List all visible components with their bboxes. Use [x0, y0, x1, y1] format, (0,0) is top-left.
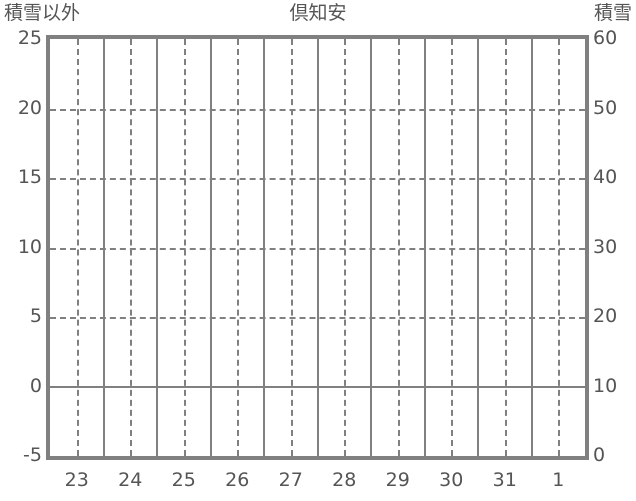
axis-tick-minor [130, 39, 133, 45]
left-axis-title: 積雪以外 [4, 2, 81, 24]
axis-tick-major [477, 447, 479, 456]
axis-tick-major [530, 39, 533, 48]
x-axis-tick-label: 28 [332, 469, 357, 491]
y-axis-right-tick-label: 60 [593, 27, 618, 49]
axis-tick-minor [76, 450, 79, 456]
axis-tick-major [316, 39, 319, 48]
axis-tick-minor [290, 450, 293, 456]
axis-tick-major [423, 447, 426, 456]
y-axis-right-tick-label: 50 [593, 96, 618, 119]
y-axis-left-tick-label: 25 [17, 27, 42, 49]
axis-tick-major [156, 39, 158, 48]
axis-tick-minor [76, 39, 79, 45]
axis-tick-major [263, 447, 265, 456]
axis-tick-major [209, 39, 212, 48]
axis-tick-minor [451, 39, 454, 45]
axis-tick-major [263, 39, 265, 48]
x-axis-tick-label: 29 [385, 469, 410, 491]
axis-tick-minor [183, 39, 186, 45]
y-axis-right-tick-label: 20 [593, 305, 618, 327]
axis-tick-minor [451, 450, 454, 456]
y-axis-right-tick-label: 0 [593, 444, 606, 466]
x-axis-tick-label: 26 [225, 469, 250, 491]
x-axis-tick-label: 30 [439, 469, 464, 491]
axis-tick-major [156, 447, 158, 456]
axis-tick-major [209, 447, 212, 456]
y-axis-right: 60 50 40 30 20 10 0 [593, 0, 636, 501]
axis-tick-major [530, 447, 533, 456]
chart-header: 積雪以外 倶知安 積雪 [0, 0, 636, 27]
axis-tick-minor [237, 39, 240, 45]
axis-tick-major [316, 447, 319, 456]
axis-tick-minor [344, 450, 347, 456]
y-axis-right-tick-label: 30 [593, 235, 618, 258]
axis-tick-minor [558, 450, 561, 456]
axis-tick-minor [290, 39, 293, 45]
chart-title: 倶知安 [289, 2, 347, 24]
plot-area [46, 35, 589, 460]
axis-tick-minor [558, 39, 561, 45]
axis-tick-minor [397, 39, 400, 45]
axis-tick-major [102, 39, 105, 48]
y-axis-left-tick-label: 15 [17, 166, 42, 188]
x-axis-tick-label: 23 [64, 469, 89, 491]
axis-tick-minor [183, 450, 186, 456]
x-axis: 23 24 25 26 27 28 29 30 31 1 [0, 462, 636, 501]
y-axis-left-tick-label: -5 [23, 444, 42, 466]
y-axis-right-tick-label: 10 [593, 374, 618, 397]
y-axis-right-tick-label: 40 [593, 166, 618, 188]
axis-tick-minor [237, 450, 240, 456]
y-axis-left: 25 20 15 10 5 0 -5 [0, 0, 42, 501]
x-axis-tick-label: 1 [552, 469, 565, 491]
plot-grid [50, 39, 585, 456]
y-axis-left-tick-label: 0 [29, 374, 42, 397]
axis-tick-major [102, 447, 105, 456]
gridline-horizontal [50, 247, 585, 250]
axis-tick-minor [397, 450, 400, 456]
axis-tick-minor [504, 450, 507, 456]
gridline-zero [50, 385, 585, 388]
y-axis-left-tick-label: 20 [17, 96, 42, 119]
axis-tick-minor [504, 39, 507, 45]
axis-tick-major [370, 447, 372, 456]
axis-tick-minor [130, 450, 133, 456]
x-axis-tick-label: 24 [118, 469, 143, 491]
gridline-horizontal [50, 178, 585, 180]
x-axis-tick-label: 27 [278, 469, 303, 491]
gridline-horizontal [50, 108, 585, 111]
gridline-horizontal [50, 317, 585, 319]
axis-tick-major [477, 39, 479, 48]
axis-tick-major [370, 39, 372, 48]
x-axis-tick-label: 25 [171, 469, 196, 491]
axis-tick-minor [344, 39, 347, 45]
x-axis-tick-label: 31 [492, 469, 517, 491]
axis-tick-major [423, 39, 426, 48]
right-axis-title: 積雪 [593, 2, 632, 24]
y-axis-left-tick-label: 5 [29, 305, 42, 327]
y-axis-left-tick-label: 10 [17, 235, 42, 258]
